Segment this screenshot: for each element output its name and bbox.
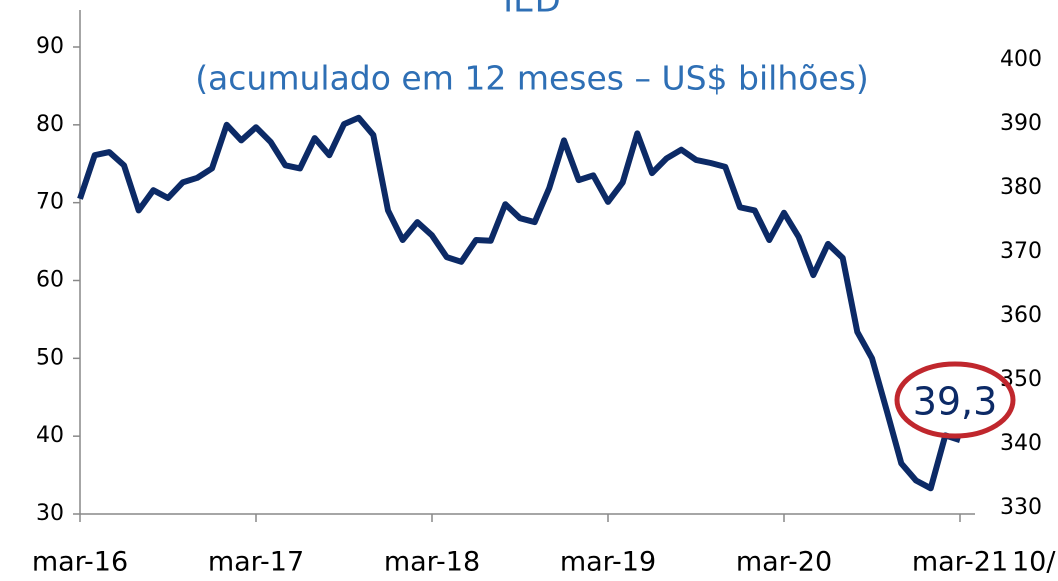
x-tick-label: mar-18 xyxy=(384,547,480,578)
y-tick-label: 80 xyxy=(36,112,64,137)
y-tick-label: 40 xyxy=(36,423,64,448)
chart-title: IED xyxy=(503,0,561,21)
y2-tick-label: 390 xyxy=(1000,111,1042,136)
x-edge-label: 10/ xyxy=(1012,547,1056,578)
y2-tick-label: 400 xyxy=(1000,47,1042,72)
y2-tick-label: 380 xyxy=(1000,175,1042,200)
y2-tick-label: 370 xyxy=(1000,239,1042,264)
line-series xyxy=(77,114,961,492)
chart-subtitle: (acumulado em 12 meses – US$ bilhões) xyxy=(195,59,869,98)
y2-tick-label: 340 xyxy=(1000,431,1042,456)
y2-tick-label: 360 xyxy=(1000,303,1042,328)
x-tick-label: mar-19 xyxy=(560,547,656,578)
y-tick-label: 30 xyxy=(36,501,64,526)
x-tick-label: mar-21 xyxy=(912,547,1008,578)
y2-tick-label: 330 xyxy=(1000,495,1042,520)
x-tick-label: mar-17 xyxy=(208,547,304,578)
y-tick-label: 70 xyxy=(36,190,64,215)
y-tick-label: 60 xyxy=(36,268,64,293)
annotation: 39,3 xyxy=(913,380,998,424)
highlight-ring xyxy=(894,361,1016,439)
y-tick-label: 50 xyxy=(36,345,64,370)
y-tick-label: 90 xyxy=(36,34,64,59)
x-tick-label: mar-16 xyxy=(32,547,128,578)
x-tick-label: mar-20 xyxy=(736,547,832,578)
